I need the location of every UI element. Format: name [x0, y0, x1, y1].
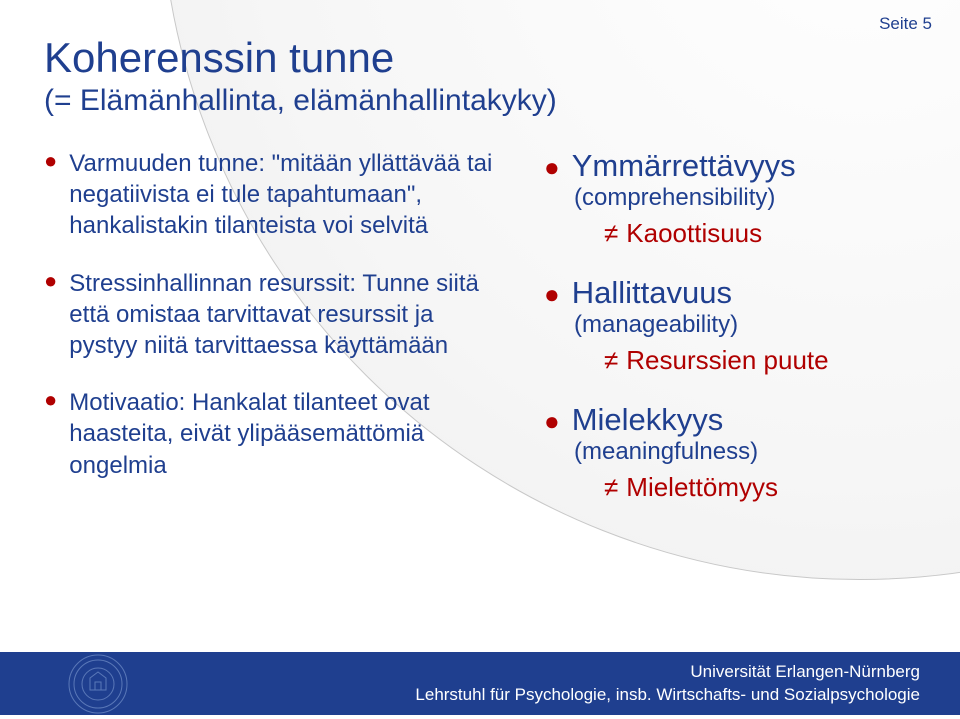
right-item-neq: ≠Mielettömyys: [604, 472, 916, 503]
columns: ● Varmuuden tunne: "mitään yllättävää ta…: [44, 148, 916, 529]
not-equal-icon: ≠: [604, 345, 618, 376]
right-item-sub: (meaningfulness): [574, 438, 916, 466]
footer-text: Universität Erlangen-Nürnberg Lehrstuhl …: [132, 661, 920, 707]
bullet-item: ● Motivaatio: Hankalat tilanteet ovat ha…: [44, 387, 504, 481]
bullet-text: Stressinhallinnan resurssit: Tunne siitä…: [69, 268, 504, 362]
bullet-item: ● Stressinhallinnan resurssit: Tunne sii…: [44, 268, 504, 362]
bullet-dot-icon: ●: [544, 408, 560, 434]
right-item-title: Mielekkyys: [572, 402, 724, 438]
right-item: ● Hallittavuus (manageability) ≠Resurssi…: [544, 275, 916, 376]
bullet-dot-icon: ●: [44, 387, 57, 481]
bullet-dot-icon: ●: [44, 268, 57, 362]
right-item: ● Ymmärrettävyys (comprehensibility) ≠Ka…: [544, 148, 916, 249]
bullet-item: ● Varmuuden tunne: "mitään yllättävää ta…: [44, 148, 504, 242]
slide-subtitle: (= Elämänhallinta, elämänhallintakyky): [44, 84, 916, 118]
right-column: ● Ymmärrettävyys (comprehensibility) ≠Ka…: [544, 148, 916, 529]
not-equal-icon: ≠: [604, 218, 618, 249]
university-seal-icon: [68, 654, 128, 714]
right-item-sub: (manageability): [574, 311, 916, 339]
bullet-dot-icon: ●: [44, 148, 57, 242]
bullet-text: Motivaatio: Hankalat tilanteet ovat haas…: [69, 387, 504, 481]
right-item-sub: (comprehensibility): [574, 184, 916, 212]
not-equal-icon: ≠: [604, 472, 618, 503]
left-column: ● Varmuuden tunne: "mitään yllättävää ta…: [44, 148, 504, 529]
right-item-neq: ≠Kaoottisuus: [604, 218, 916, 249]
right-item-title: Ymmärrettävyys: [572, 148, 796, 184]
footer-line-1: Universität Erlangen-Nürnberg: [132, 661, 920, 684]
bullet-dot-icon: ●: [544, 281, 560, 307]
slide-content: Koherenssin tunne (= Elämänhallinta, elä…: [0, 0, 960, 640]
bullet-text: Varmuuden tunne: "mitään yllättävää tai …: [69, 148, 504, 242]
right-item-neq: ≠Resurssien puute: [604, 345, 916, 376]
footer-line-2: Lehrstuhl für Psychologie, insb. Wirtsch…: [132, 684, 920, 707]
slide-title: Koherenssin tunne: [44, 36, 916, 80]
right-item: ● Mielekkyys (meaningfulness) ≠Mielettöm…: [544, 402, 916, 503]
bullet-dot-icon: ●: [544, 154, 560, 180]
right-item-title: Hallittavuus: [572, 275, 732, 311]
footer-bar: Universität Erlangen-Nürnberg Lehrstuhl …: [0, 652, 960, 715]
